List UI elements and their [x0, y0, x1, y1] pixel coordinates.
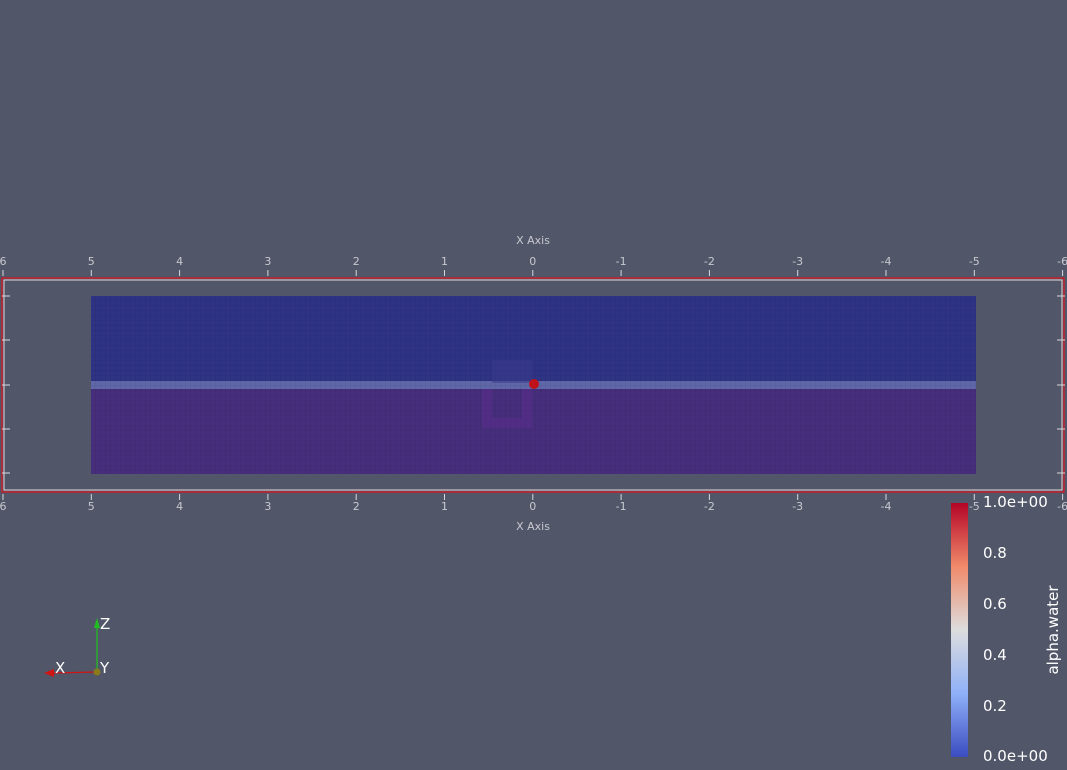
side-axis-ticks [2, 295, 1065, 474]
colorbar-label-max: 1.0e+00 [983, 493, 1048, 511]
floating-body-marker[interactable] [529, 379, 539, 389]
body-shadow-upper [492, 360, 532, 383]
axis-tick-label: -6 [1057, 500, 1067, 513]
axis-tick-label: -5 [969, 255, 980, 268]
x-axis-arrow [44, 669, 54, 677]
orientation-label-y: Y [100, 659, 110, 677]
bottom-axis-ticks: 6 5 4 3 2 1 0 -1 -2 -3 -4 -5 -6 [0, 494, 1067, 513]
axis-tick-label: 0 [529, 255, 536, 268]
x-axis-title-top: X Axis [516, 234, 550, 247]
orientation-label-x: X [55, 659, 66, 677]
axis-tick-label: -4 [881, 255, 892, 268]
body-shadow-lower [482, 389, 532, 428]
orientation-axes [44, 618, 101, 677]
axis-tick-label: -3 [792, 500, 803, 513]
axis-tick-label: 6 [0, 255, 7, 268]
colorbar-label-0-2: 0.2 [983, 697, 1007, 715]
colorbar-label-0-4: 0.4 [983, 646, 1007, 664]
axis-tick-label: -1 [616, 255, 627, 268]
axis-tick-label: 4 [176, 255, 183, 268]
axis-tick-label: -6 [1057, 255, 1067, 268]
colorbar-label-0-8: 0.8 [983, 544, 1007, 562]
mesh-domain [91, 296, 976, 474]
axis-tick-label: 6 [0, 500, 7, 513]
colorbar-gradient [951, 503, 968, 757]
axis-tick-label: 3 [264, 500, 271, 513]
axis-tick-label: -2 [704, 500, 715, 513]
axis-tick-label: 3 [264, 255, 271, 268]
y-axis-marker [93, 668, 101, 676]
axis-tick-label: 2 [353, 255, 360, 268]
axis-tick-label: 0 [529, 500, 536, 513]
axis-tick-label: -5 [969, 500, 980, 513]
axis-tick-label: 1 [441, 255, 448, 268]
axis-tick-label: -3 [792, 255, 803, 268]
x-axis-line [51, 671, 98, 674]
axis-tick-label: 5 [88, 500, 95, 513]
axis-tick-label: 5 [88, 255, 95, 268]
colorbar-title: alpha.water [1044, 585, 1062, 675]
z-axis-arrow [94, 618, 100, 628]
axis-tick-label: -1 [616, 500, 627, 513]
colorbar-label-min: 0.0e+00 [983, 747, 1048, 765]
colorbar-label-0-6: 0.6 [983, 595, 1007, 613]
axis-tick-label: -4 [881, 500, 892, 513]
orientation-label-z: Z [100, 615, 111, 633]
axis-tick-label: 1 [441, 500, 448, 513]
x-axis-title-bottom: X Axis [516, 520, 550, 533]
axis-tick-label: 2 [353, 500, 360, 513]
axis-tick-label: -2 [704, 255, 715, 268]
axis-tick-label: 4 [176, 500, 183, 513]
top-axis-ticks: 6 5 4 3 2 1 0 -1 -2 -3 -4 -5 -6 [0, 255, 1067, 276]
